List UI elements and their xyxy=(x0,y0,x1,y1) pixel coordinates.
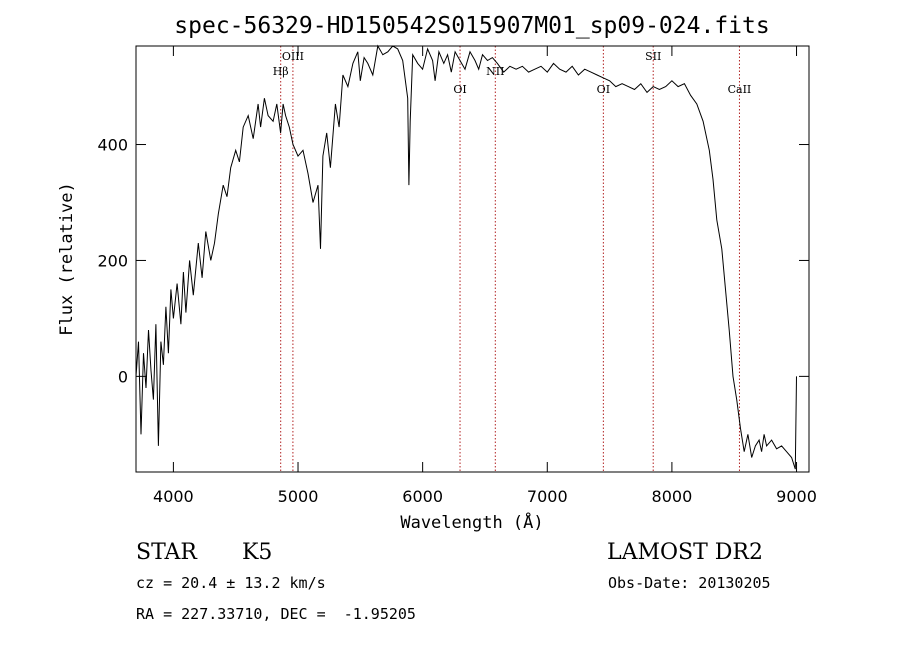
x-tick-label: 7000 xyxy=(527,487,568,506)
y-axis-ticks: 0 200 400 xyxy=(97,136,809,386)
plot-frame xyxy=(135,45,810,473)
y-tick-label: 0 xyxy=(118,367,128,386)
spectral-line-markers: Hβ OIII OI NII OI SII CaII xyxy=(273,46,752,472)
x-axis-ticks: 4000 5000 6000 7000 8000 9000 xyxy=(153,46,817,506)
object-subclass: K5 xyxy=(242,540,273,565)
spectral-line-label: OI xyxy=(597,83,610,96)
y-tick-label: 200 xyxy=(97,251,128,270)
spectral-line-label: CaII xyxy=(728,83,752,96)
survey-name: LAMOST DR2 xyxy=(607,540,763,565)
x-tick-label: 8000 xyxy=(652,487,693,506)
coordinates-info: RA = 227.33710, DEC = -1.95205 xyxy=(136,605,416,623)
spectral-line-label: OI xyxy=(453,83,466,96)
spectrum-series-line xyxy=(135,44,797,470)
object-type: STAR xyxy=(136,540,197,565)
x-axis-label: Wavelength (Å) xyxy=(400,511,543,533)
x-tick-label: 4000 xyxy=(153,487,194,506)
observation-date: Obs-Date: 20130205 xyxy=(608,574,771,592)
spectral-line-label: NII xyxy=(486,65,504,78)
x-tick-label: 9000 xyxy=(776,487,817,506)
redshift-info: cz = 20.4 ± 13.2 km/s xyxy=(136,574,326,592)
y-axis-label: Flux (relative) xyxy=(57,182,77,336)
x-tick-label: 5000 xyxy=(278,487,319,506)
y-tick-label: 400 xyxy=(97,136,128,155)
x-tick-label: 6000 xyxy=(402,487,443,506)
spectral-line-label: SII xyxy=(645,50,661,63)
spectral-line-label: Hβ xyxy=(273,65,289,78)
spectral-line-label: OIII xyxy=(282,50,304,63)
chart-title: spec-56329-HD150542S015907M01_sp09-024.f… xyxy=(174,13,769,39)
